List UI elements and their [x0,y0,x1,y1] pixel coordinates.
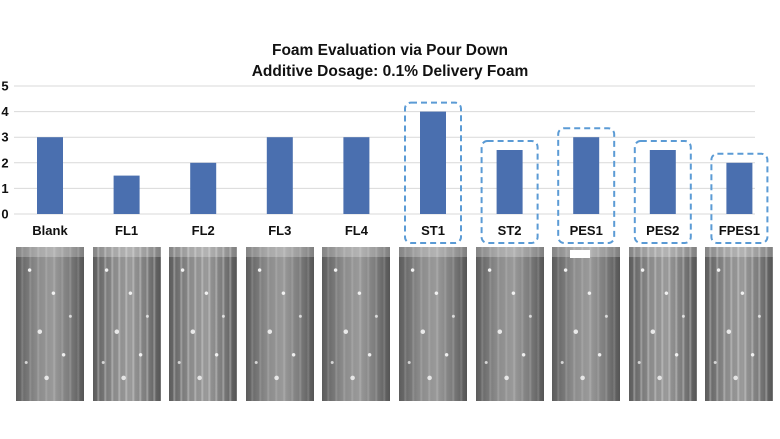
y-tick-label: 4 [1,104,9,119]
x-tick-label: FL3 [268,223,291,238]
foam-photo-pes1 [552,247,621,401]
bar-fl4 [343,137,370,214]
foam-photo-blank [16,247,84,401]
foam-photo-fl1 [92,247,161,401]
bar-fpes1 [726,162,753,214]
x-tick-label: FL4 [345,223,369,238]
bar-fl2 [190,162,217,214]
bar-fl3 [266,137,293,214]
bar-pes1 [573,137,600,214]
y-tick-label: 5 [1,79,8,94]
foam-photo-strip [0,247,780,401]
foam-photo-st2 [475,247,544,401]
foam-photo-fl2 [169,247,238,401]
x-tick-label: FL2 [192,223,215,238]
bar-st1 [420,111,446,214]
bar-fl1 [113,175,140,214]
highlight-box-st2 [480,140,539,244]
highlight-box-pes1 [557,127,616,244]
foam-photo-fpes1 [705,247,774,401]
x-tick-label: FL1 [115,223,138,238]
x-tick-label: PES2 [646,223,679,238]
chart-title: Foam Evaluation via Pour Down [272,42,508,59]
foam-photo-st1 [399,247,467,401]
foam-photo-fl4 [322,247,391,401]
x-tick-label: Blank [32,223,68,238]
x-tick-label: FPES1 [719,223,760,238]
highlight-box-st1 [404,101,462,244]
y-tick-label: 1 [1,181,8,196]
y-tick-label: 0 [1,207,8,222]
chart-subtitle: Additive Dosage: 0.1% Delivery Foam [251,63,529,80]
y-tick-label: 2 [1,155,8,170]
highlight-box-fpes1 [710,152,769,244]
bar-st2 [496,150,523,214]
foam-photo-fl3 [245,247,314,401]
x-tick-label: PES1 [570,223,603,238]
x-tick-label: ST1 [421,223,445,238]
x-tick-label: ST2 [498,223,522,238]
bar-pes2 [649,150,676,214]
bar-blank [37,137,63,214]
y-tick-label: 3 [1,130,8,145]
highlight-box-pes2 [633,140,692,244]
bar-chart: 0 1 2 3 4 5 Blank FL1 FL2 FL3 FL4 ST1 ST2 PES1 PES2 FPE… [1,79,769,244]
foam-photo-pes2 [628,247,697,401]
